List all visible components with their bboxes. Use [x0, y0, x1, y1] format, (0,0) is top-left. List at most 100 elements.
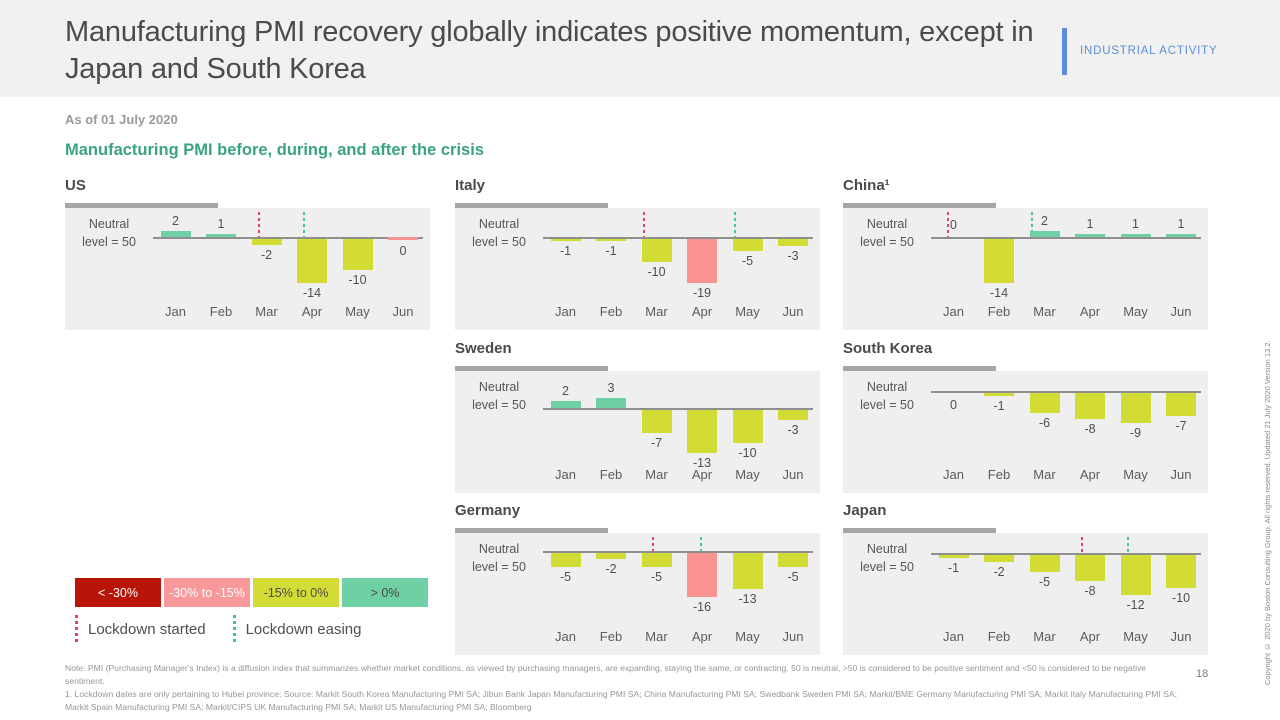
month-label-jan: Jan — [943, 467, 964, 482]
bar-jun — [778, 410, 809, 420]
lockdown-started-line — [643, 212, 646, 237]
month-label-feb: Feb — [599, 304, 623, 319]
value-label: -5 — [650, 569, 663, 584]
month-label-apr: Apr — [691, 304, 713, 319]
bar-mar — [641, 410, 672, 434]
month-label-apr: Apr — [301, 304, 323, 319]
value-label: -5 — [787, 569, 799, 584]
bar-mar — [1029, 393, 1060, 413]
value-label: -5 — [1038, 574, 1051, 589]
value-label: -8 — [1084, 422, 1096, 437]
bar-apr — [1075, 233, 1106, 237]
lockdown-started-line — [652, 537, 655, 551]
industry-tag-label: INDUSTRIAL ACTIVITY — [1080, 45, 1218, 57]
value-label: 0 — [950, 218, 957, 232]
chart-title-underline — [843, 528, 996, 533]
bar-mar — [1029, 230, 1060, 237]
month-label-jun: Jun — [1170, 304, 1192, 319]
value-label: -10 — [647, 265, 666, 280]
legend-color-bins: < -30% -30% to -15% -15% to 0% > 0% — [75, 578, 431, 607]
month-label-may: May — [345, 304, 370, 319]
month-label-mar: Mar — [645, 467, 668, 482]
lockdown-easing-label: Lockdown easing — [245, 620, 362, 638]
bar-may — [732, 410, 763, 443]
month-label-jan: Jan — [943, 629, 964, 644]
value-label: -6 — [1038, 415, 1051, 430]
zero-axis-line — [931, 391, 1201, 393]
bar-feb — [984, 239, 1015, 283]
bar-may — [1120, 555, 1151, 595]
value-label: 1 — [217, 216, 225, 231]
neutral-level-label: Neutral level = 50 — [860, 380, 914, 412]
bar-mar — [641, 553, 672, 567]
month-label-jan: Jan — [165, 304, 186, 319]
value-label: -14 — [989, 286, 1009, 300]
month-label-apr: Apr — [1079, 467, 1101, 482]
value-label: -3 — [787, 248, 799, 263]
bar-feb — [984, 555, 1015, 562]
as-of-date: As of 01 July 2020 — [65, 112, 178, 127]
month-label-jun: Jun — [1170, 629, 1192, 644]
month-label-mar: Mar — [645, 304, 668, 319]
bar-jan — [160, 230, 191, 237]
bar-may — [732, 553, 763, 589]
bar-apr — [1075, 555, 1106, 582]
value-label: -13 — [692, 455, 712, 470]
month-label-may: May — [735, 629, 760, 644]
neutral-level-label: Neutral level = 50 — [860, 217, 914, 249]
neutral-level-label: Neutral level = 50 — [472, 380, 526, 412]
month-label-may: May — [1123, 467, 1148, 482]
value-label: -10 — [1171, 591, 1191, 605]
month-label-jan: Jan — [555, 629, 576, 644]
neutral-level-label: Neutral level = 50 — [860, 542, 914, 574]
month-label-mar: Mar — [645, 629, 668, 644]
value-label: -5 — [741, 253, 754, 268]
bar-jun — [778, 553, 809, 567]
bar-feb — [984, 393, 1015, 397]
bar-apr — [687, 553, 718, 597]
chart-title-us: US — [65, 177, 86, 194]
value-label: 1 — [1086, 216, 1094, 231]
value-label: 1 — [1132, 216, 1139, 231]
month-label-feb: Feb — [209, 304, 233, 319]
value-label: -16 — [692, 600, 712, 614]
month-label-apr: Apr — [1079, 629, 1101, 644]
chart-title-underline — [65, 203, 218, 208]
value-label: -10 — [738, 446, 757, 460]
value-label: -13 — [738, 591, 757, 606]
month-label-apr: Apr — [691, 629, 713, 644]
month-label-jun: Jun — [782, 629, 804, 644]
legend: < -30% -30% to -15% -15% to 0% > 0% Lockdow… — [75, 578, 431, 643]
lockdown-easing-line — [734, 212, 737, 237]
bar-feb — [206, 233, 237, 237]
month-label-jan: Jan — [555, 467, 576, 482]
chart-title-sweden: Sweden — [455, 340, 512, 357]
lockdown-started-line — [257, 212, 260, 237]
zero-axis-line — [931, 237, 1201, 239]
bar-apr — [297, 239, 328, 283]
bar-feb — [596, 553, 627, 559]
bar-mar — [251, 239, 282, 246]
chart-panel-sweden: Neutral level = 50 2 Jan 3 Feb -7 Mar -13 Apr -10 M… — [455, 371, 820, 493]
bar-feb — [596, 398, 627, 408]
legend-lockdown-easing: Lockdown easing — [232, 615, 362, 643]
value-label: -1 — [559, 244, 572, 259]
chart-title-underline — [843, 203, 996, 208]
chart-panel-japan: Neutral level = 50 -1 Jan -2 Feb -5 Mar -8 Apr -12… — [843, 533, 1208, 655]
chart-title-italy: Italy — [455, 177, 486, 194]
value-label: -7 — [1175, 419, 1187, 434]
legend-bin-3: > 0% — [342, 578, 428, 607]
neutral-level-label: Neutral level = 50 — [472, 217, 526, 249]
month-label-may: May — [1123, 304, 1148, 319]
copyright-text: Copyright © 2020 by Boston Consulting Gr… — [1263, 340, 1272, 685]
lockdown-started-line-icon — [75, 615, 78, 643]
value-label: -1 — [947, 561, 960, 576]
value-label: -3 — [787, 422, 799, 437]
bar-jan — [550, 553, 581, 567]
value-label: -8 — [1084, 584, 1096, 599]
value-label: -2 — [993, 564, 1005, 579]
month-label-jan: Jan — [555, 304, 576, 319]
value-label: -1 — [993, 399, 1005, 414]
lockdown-easing-line — [1031, 212, 1034, 237]
